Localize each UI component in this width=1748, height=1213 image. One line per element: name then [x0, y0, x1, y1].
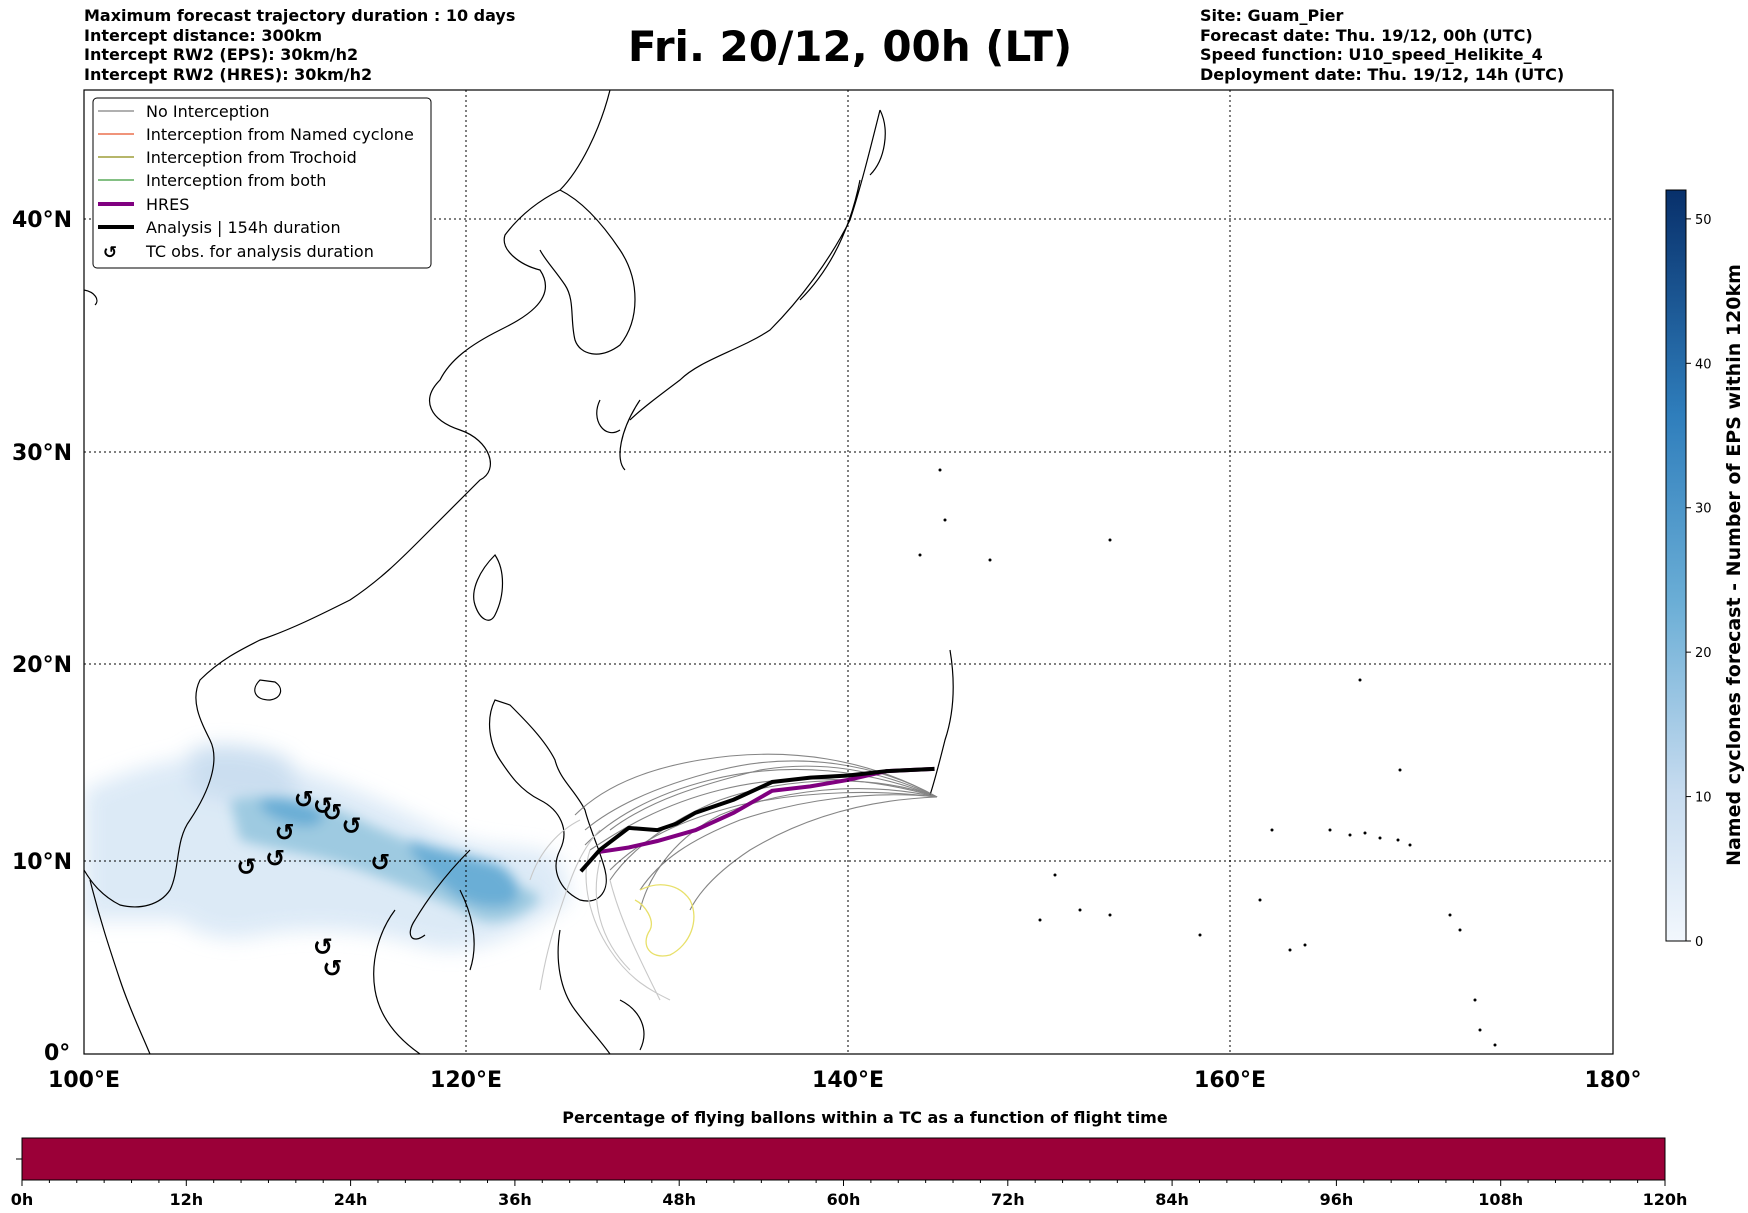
lat-label-30n: 30°N — [12, 441, 72, 466]
legend-item-tc-obs: ↺ TC obs. for analysis duration — [103, 242, 374, 263]
header-left-line: Intercept RW2 (HRES): 30km/h2 — [84, 64, 373, 84]
colorbar-tick-label: 0 — [1695, 935, 1703, 950]
lat-label-40n: 40°N — [12, 208, 72, 233]
timeline-tick-label: 60h — [827, 1190, 861, 1209]
hres-track — [599, 766, 935, 854]
legend-item-both: Interception from both — [98, 171, 326, 190]
timeline-tick-label: 12h — [169, 1190, 203, 1209]
header-left-line: Maximum forecast trajectory duration : 1… — [84, 6, 516, 25]
lon-label-120e: 120°E — [430, 1068, 502, 1093]
timeline-tick-label: 48h — [662, 1190, 696, 1209]
header-right-line: Forecast date: Thu. 19/12, 00h (UTC) — [1200, 25, 1533, 45]
tc-obs-icon: ↺ — [313, 792, 333, 820]
header-right-line: Deployment date: Thu. 19/12, 14h (UTC) — [1200, 64, 1565, 84]
header-left-line: Intercept distance: 300km — [84, 25, 323, 45]
lon-label-180: 180° — [1585, 1068, 1642, 1093]
map-gridlines — [84, 90, 1613, 1054]
timeline-tick-label: 108h — [1478, 1190, 1523, 1209]
timeline-title: Percentage of flying ballons within a TC… — [562, 1108, 1168, 1127]
colorbar-label: Named cyclones forecast - Number of EPS … — [1723, 264, 1745, 866]
eps-trajectories-no-interception — [574, 753, 938, 911]
analysis-track — [579, 766, 935, 873]
legend-item-analysis: Analysis | 154h duration — [98, 218, 341, 237]
timeline-tick-label: 72h — [991, 1190, 1025, 1209]
legend-label: Analysis | 154h duration — [146, 218, 341, 237]
legend-label: TC obs. for analysis duration — [145, 242, 374, 261]
header-right-info: Site: Guam_Pier Forecast date: Thu. 19/1… — [1200, 6, 1564, 84]
tc-obs-icon: ↺ — [313, 933, 333, 961]
eps-trajectory-trochoid — [634, 884, 695, 957]
small-islands — [918, 468, 1497, 1047]
header-left-line: Intercept RW2 (EPS): 30km/h2 — [84, 45, 359, 64]
timeline-tick-label: 120h — [1643, 1190, 1688, 1209]
timeline-ticks: 0h 12h 24h 36h 48h 60h 72h 84h 96h 108h 120h — [11, 1180, 1688, 1209]
lat-label-0: 0° — [44, 1041, 70, 1066]
page-title: Fri. 20/12, 00h (LT) — [627, 22, 1073, 71]
tc-obs-icon: ↺ — [322, 799, 342, 827]
eps-trajectories-faded — [529, 819, 671, 1001]
colorbar-tick-label: 40 — [1695, 357, 1712, 372]
colorbar-gradient — [1665, 189, 1687, 942]
lat-label-20n: 20°N — [12, 653, 72, 678]
header-right-line: Site: Guam_Pier — [1200, 6, 1344, 25]
tc-symbol-icon: ↺ — [103, 243, 117, 263]
lon-label-140e: 140°E — [812, 1068, 884, 1093]
legend-item-no-interception: No Interception — [98, 102, 270, 121]
legend-item-trochoid: Interception from Trochoid — [98, 148, 357, 167]
tc-obs-icon: ↺ — [294, 786, 314, 814]
lon-label-160e: 160°E — [1194, 1068, 1266, 1093]
colorbar-ticks: 0 10 20 30 40 50 — [1686, 213, 1712, 950]
colorbar-tick-label: 20 — [1695, 646, 1712, 661]
cyclone-density-shading — [84, 744, 570, 950]
legend-label: HRES — [146, 195, 189, 214]
tc-obs-icon: ↺ — [265, 844, 285, 872]
legend-label: No Interception — [146, 102, 270, 121]
header-left-info: Maximum forecast trajectory duration : 1… — [84, 6, 515, 84]
timeline-bar — [21, 1137, 1666, 1181]
tc-obs-icon: ↺ — [342, 812, 362, 840]
timeline: 0h 12h 24h 36h 48h 60h 72h 84h 96h 108h 120h — [11, 1137, 1688, 1209]
timeline-tick-label: 84h — [1155, 1190, 1189, 1209]
tc-observations: ↺ ↺↺ ↺↺↺↺ ↺↺↺ — [236, 786, 390, 983]
tc-obs-icon: ↺ — [275, 818, 295, 846]
lon-label-100e: 100°E — [48, 1068, 120, 1093]
map-border — [83, 89, 1614, 1055]
lat-label-10n: 10°N — [12, 850, 72, 875]
timeline-tick-label: 36h — [498, 1190, 532, 1209]
legend-item-named-cyclone: Interception from Named cyclone — [98, 125, 414, 144]
timeline-tick-label: 24h — [334, 1190, 368, 1209]
legend: No Interception Interception from Named … — [92, 97, 432, 269]
colorbar: 0 10 20 30 40 50 Named cyclones forecast - Nu… — [1665, 189, 1745, 950]
colorbar-tick-label: 50 — [1695, 213, 1712, 228]
header-right-line: Speed function: U10_speed_Helikite_4 — [1200, 45, 1543, 64]
legend-label: Interception from Trochoid — [146, 148, 357, 167]
legend-item-hres: HRES — [98, 195, 189, 214]
timeline-tick-label: 96h — [1320, 1190, 1354, 1209]
tc-obs-icon: ↺ — [322, 954, 342, 982]
colorbar-tick-label: 10 — [1695, 791, 1712, 806]
coastlines — [84, 90, 954, 1054]
tc-obs-icon: ↺ — [236, 853, 256, 881]
legend-label: Interception from both — [146, 171, 326, 190]
timeline-tick-label: 0h — [11, 1190, 34, 1209]
tc-obs-icon: ↺ — [370, 849, 390, 877]
legend-label: Interception from Named cyclone — [146, 125, 414, 144]
colorbar-tick-label: 30 — [1695, 502, 1712, 517]
